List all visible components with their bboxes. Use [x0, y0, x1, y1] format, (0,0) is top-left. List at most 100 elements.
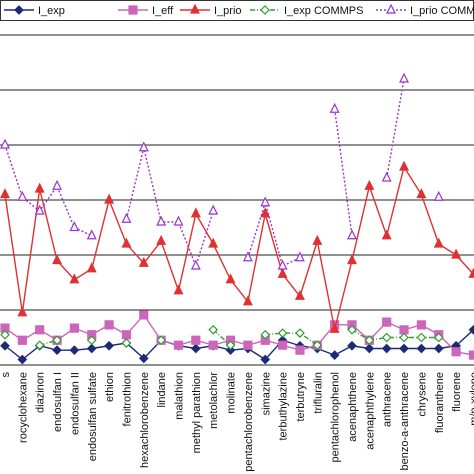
point [139, 310, 149, 320]
point [416, 188, 427, 199]
point [86, 335, 97, 346]
point [399, 343, 409, 354]
point [86, 343, 97, 354]
point [468, 267, 474, 278]
x-tick-label: benzo-a-anthracene [399, 372, 411, 470]
x-tick-label: terbuthylazine [278, 372, 290, 441]
x-tick-label: s [0, 372, 12, 378]
point [399, 325, 409, 335]
point [190, 259, 201, 270]
point [52, 179, 63, 190]
point [86, 262, 97, 273]
series-line [4, 329, 474, 361]
x-tick-label: endosulfan I [52, 372, 64, 432]
point [121, 338, 132, 348]
point [17, 354, 28, 365]
point [86, 229, 97, 240]
point [0, 340, 10, 351]
point [104, 340, 114, 351]
x-tick-label: endosulfan sulfate [87, 372, 99, 461]
x-tick-label: malathion [174, 372, 186, 420]
point [121, 237, 132, 248]
point [329, 322, 340, 333]
series-line [39, 329, 439, 346]
point [294, 251, 305, 262]
point [69, 345, 80, 355]
point [329, 102, 340, 113]
point [225, 273, 236, 284]
point [191, 335, 201, 345]
point [381, 332, 392, 343]
point [0, 329, 10, 340]
x-tick-label: molinate [226, 372, 238, 414]
point [34, 182, 45, 193]
point [433, 237, 444, 248]
point [173, 284, 184, 295]
x-tick-label: acenaphthylene [364, 372, 376, 450]
x-tick-label: fluorene [451, 372, 463, 412]
point [347, 324, 357, 335]
point [17, 190, 28, 201]
point [69, 273, 80, 284]
series-line [5, 79, 439, 266]
x-tick-label: hexachlorobenzene [139, 372, 151, 468]
point [0, 188, 10, 199]
x-tick-label: anthracene [382, 372, 394, 427]
point [128, 5, 138, 15]
x-tick-label: m/p-xylene [468, 372, 474, 426]
point [260, 207, 271, 218]
point [156, 335, 166, 346]
point [121, 330, 132, 340]
point [208, 204, 219, 215]
point [104, 193, 115, 204]
point [295, 345, 305, 355]
series-line [4, 165, 474, 330]
point [329, 350, 340, 360]
x-tick-label: pentachlorophenol [330, 372, 342, 463]
point [190, 207, 201, 218]
x-tick-label: chrysene [416, 372, 428, 417]
point [381, 229, 392, 240]
x-tick-label: ethion [104, 372, 116, 402]
point [0, 138, 10, 149]
point [399, 160, 410, 171]
point [225, 340, 236, 351]
x-tick-label: fenitrothion [121, 372, 133, 426]
x-tick-label: trifluralin [312, 372, 324, 414]
x-tick-label: terbutryne [295, 372, 307, 422]
point [260, 354, 271, 365]
point [104, 320, 114, 330]
point [208, 324, 219, 335]
point [382, 317, 392, 327]
point [277, 267, 288, 278]
plot-area: s rocyclohexane diazinon endosulfan I endosu… [0, 34, 474, 472]
x-tick-label: pentachlorobenzene [243, 372, 255, 472]
point [295, 328, 305, 338]
x-tick-label: endosulfan II [69, 372, 81, 435]
point [34, 204, 45, 215]
point [386, 3, 396, 14]
point [190, 3, 200, 14]
x-tick-label: acenaphthene [347, 372, 359, 442]
x-tick-label: lindane [156, 372, 168, 407]
point [381, 171, 392, 182]
point [52, 335, 62, 346]
legend-label: I_prio COMMPS [410, 5, 474, 17]
point [260, 5, 270, 15]
point [347, 229, 357, 240]
point [347, 320, 357, 330]
point [69, 221, 80, 232]
x-tick-label: diazinon [35, 372, 47, 413]
point [173, 215, 184, 226]
point [87, 330, 97, 340]
point [156, 215, 167, 226]
legend: I_exp I_eff I_prio I_exp COMMPS I_prio COMMP… [4, 3, 474, 17]
point [260, 329, 271, 340]
point [277, 328, 288, 338]
point [364, 335, 375, 346]
point [225, 345, 236, 355]
point [416, 320, 426, 330]
point [468, 324, 474, 335]
point [312, 234, 323, 245]
point [433, 332, 444, 343]
